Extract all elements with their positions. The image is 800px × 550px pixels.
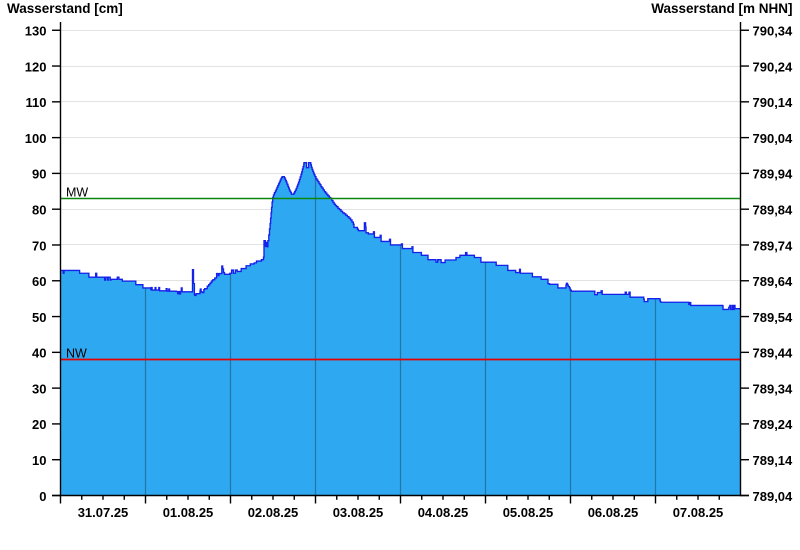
- svg-text:790,34: 790,34: [753, 24, 794, 39]
- svg-text:02.08.25: 02.08.25: [248, 505, 299, 520]
- svg-text:100: 100: [25, 131, 47, 146]
- svg-text:03.08.25: 03.08.25: [333, 505, 384, 520]
- svg-text:10: 10: [32, 453, 46, 468]
- svg-text:120: 120: [25, 59, 47, 74]
- svg-text:Wasserstand [cm]: Wasserstand [cm]: [7, 1, 123, 16]
- svg-text:MW: MW: [66, 186, 88, 200]
- svg-text:60: 60: [32, 274, 46, 289]
- svg-text:70: 70: [32, 238, 46, 253]
- svg-text:790,04: 790,04: [753, 131, 794, 146]
- svg-text:80: 80: [32, 202, 46, 217]
- svg-text:789,74: 789,74: [753, 238, 794, 253]
- svg-text:789,54: 789,54: [753, 310, 794, 325]
- svg-text:789,24: 789,24: [753, 417, 794, 432]
- svg-text:0: 0: [39, 489, 46, 504]
- svg-text:90: 90: [32, 167, 46, 182]
- svg-text:790,14: 790,14: [753, 95, 794, 110]
- svg-text:NW: NW: [66, 347, 87, 361]
- svg-text:01.08.25: 01.08.25: [163, 505, 214, 520]
- svg-text:789,64: 789,64: [753, 274, 794, 289]
- svg-text:20: 20: [32, 417, 46, 432]
- svg-text:07.08.25: 07.08.25: [673, 505, 724, 520]
- svg-text:30: 30: [32, 381, 46, 396]
- svg-text:130: 130: [25, 24, 47, 39]
- svg-text:05.08.25: 05.08.25: [503, 505, 554, 520]
- svg-text:40: 40: [32, 346, 46, 361]
- svg-text:790,24: 790,24: [753, 59, 794, 74]
- svg-text:789,94: 789,94: [753, 167, 794, 182]
- svg-text:110: 110: [26, 95, 47, 110]
- svg-text:50: 50: [32, 310, 46, 325]
- svg-text:789,14: 789,14: [753, 453, 794, 468]
- svg-text:06.08.25: 06.08.25: [588, 505, 639, 520]
- svg-text:789,84: 789,84: [753, 202, 794, 217]
- svg-text:Wasserstand [m NHN]: Wasserstand [m NHN]: [651, 1, 792, 16]
- svg-text:789,34: 789,34: [753, 381, 794, 396]
- svg-text:04.08.25: 04.08.25: [418, 505, 469, 520]
- svg-text:31.07.25: 31.07.25: [78, 505, 129, 520]
- svg-text:789,44: 789,44: [753, 346, 794, 361]
- svg-text:789,04: 789,04: [753, 489, 794, 504]
